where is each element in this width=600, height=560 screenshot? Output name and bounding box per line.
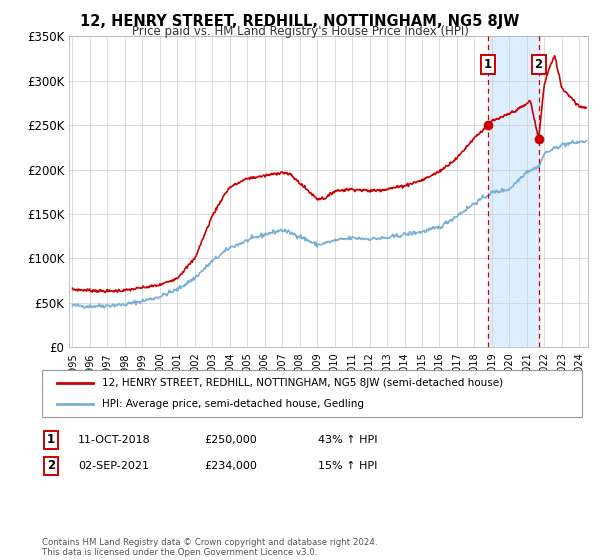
Text: 2: 2 — [47, 459, 55, 473]
Text: 12, HENRY STREET, REDHILL, NOTTINGHAM, NG5 8JW: 12, HENRY STREET, REDHILL, NOTTINGHAM, N… — [80, 14, 520, 29]
Text: 1: 1 — [47, 433, 55, 446]
Text: 43% ↑ HPI: 43% ↑ HPI — [318, 435, 377, 445]
Text: 2: 2 — [535, 58, 542, 71]
Text: HPI: Average price, semi-detached house, Gedling: HPI: Average price, semi-detached house,… — [102, 399, 364, 409]
Text: 12, HENRY STREET, REDHILL, NOTTINGHAM, NG5 8JW (semi-detached house): 12, HENRY STREET, REDHILL, NOTTINGHAM, N… — [102, 378, 503, 388]
Text: £234,000: £234,000 — [204, 461, 257, 471]
Text: 02-SEP-2021: 02-SEP-2021 — [78, 461, 149, 471]
Text: Contains HM Land Registry data © Crown copyright and database right 2024.
This d: Contains HM Land Registry data © Crown c… — [42, 538, 377, 557]
Text: 1: 1 — [484, 58, 492, 71]
Bar — [488, 36, 539, 347]
Text: 11-OCT-2018: 11-OCT-2018 — [78, 435, 151, 445]
Text: Price paid vs. HM Land Registry's House Price Index (HPI): Price paid vs. HM Land Registry's House … — [131, 25, 469, 38]
Text: 15% ↑ HPI: 15% ↑ HPI — [318, 461, 377, 471]
Text: £250,000: £250,000 — [204, 435, 257, 445]
